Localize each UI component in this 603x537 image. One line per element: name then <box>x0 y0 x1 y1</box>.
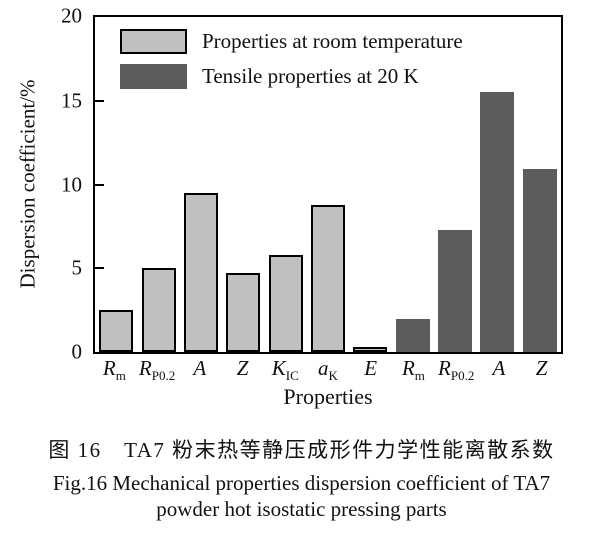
x-tick-label-RP0.2: RP0.2 <box>138 356 176 384</box>
legend-entry-20k: Tensile properties at 20 K <box>120 64 463 89</box>
x-tick-label-A: A <box>492 356 506 380</box>
x-tick-label-A: A <box>193 356 207 380</box>
bar-E-room <box>353 346 388 352</box>
y-tick-label: 5 <box>71 255 83 280</box>
bar-Rm-20k <box>395 318 430 352</box>
bar-A-20k <box>480 92 515 352</box>
legend-label: Tensile properties at 20 K <box>202 64 419 88</box>
bar-KIC-room <box>268 254 303 352</box>
y-tick-mark <box>95 99 104 102</box>
caption-chinese: 图 16 TA7 粉末热等静压成形件力学性能离散系数 <box>48 438 555 462</box>
caption-english-line1: Fig.16 Mechanical properties dispersion … <box>52 471 551 495</box>
legend-entry-room-temperature: Properties at room temperature <box>120 29 463 54</box>
bar-Z-room <box>226 273 261 352</box>
legend: Properties at room temperature Tensile p… <box>120 29 463 99</box>
x-tick-label-aK: aK <box>318 356 338 384</box>
y-tick-label: 10 <box>61 172 82 197</box>
legend-swatch-20k <box>120 64 187 89</box>
bar-RP0.2-room <box>141 268 176 352</box>
x-axis-title: Properties <box>283 384 373 409</box>
x-tick-label-KIC: KIC <box>271 356 299 384</box>
x-tick-label-Z: Z <box>535 356 548 380</box>
x-tick-label-Rm: Rm <box>102 356 126 384</box>
x-tick-label-RP0.2: RP0.2 <box>438 356 475 384</box>
bar-RP0.2-20k <box>438 229 473 352</box>
x-tick-label-Z: Z <box>236 356 249 380</box>
y-tick-label: 20 <box>61 3 82 28</box>
y-tick-label: 0 <box>71 339 83 364</box>
caption-english-line2: powder hot isostatic pressing parts <box>156 497 447 521</box>
y-tick-mark <box>95 267 104 270</box>
bar-Z-20k <box>522 169 557 352</box>
x-axis-labels: Rm RP0.2 A Z KIC aK E Rm RP0.2 A Z <box>93 356 563 385</box>
bar-aK-room <box>311 204 345 352</box>
plot-area: Properties at room temperature Tensile p… <box>93 15 563 354</box>
bar-A-room <box>183 192 218 352</box>
x-tick-label-Rm: Rm <box>401 356 425 384</box>
legend-swatch-room-temperature <box>120 29 187 54</box>
y-tick-mark <box>95 183 104 186</box>
bar-Rm-room <box>99 310 134 352</box>
x-tick-label-E: E <box>364 356 378 380</box>
y-tick-label: 15 <box>61 88 82 113</box>
legend-label: Properties at room temperature <box>202 29 463 53</box>
